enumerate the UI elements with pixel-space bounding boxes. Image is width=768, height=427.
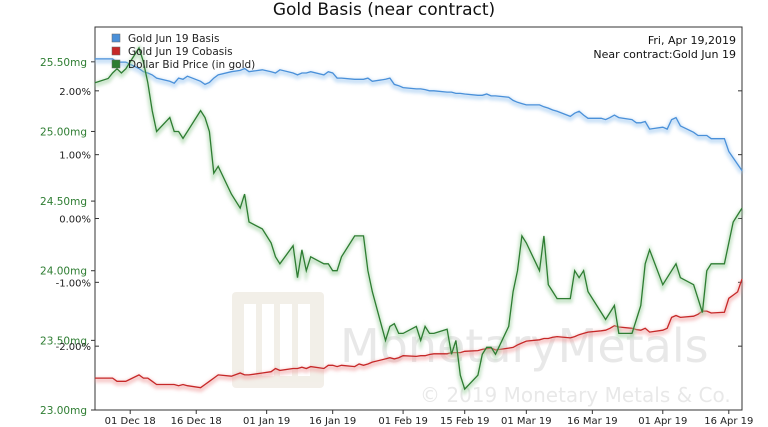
left-tick-label: 25.50mg	[40, 57, 87, 69]
series-line	[94, 46, 743, 391]
info-date: Fri, Apr 19,2019	[648, 34, 736, 47]
left-tick-label: 24.50mg	[40, 196, 87, 208]
x-tick-label: 15 Feb 19	[440, 416, 490, 427]
left-tick-label: 25.00mg	[40, 126, 87, 138]
chart-title: Gold Basis (near contract)	[272, 0, 496, 20]
watermark-logo-icon	[232, 292, 324, 388]
series-glow	[95, 58, 745, 175]
legend-swatch	[111, 59, 121, 69]
x-tick-label: 16 Apr 19	[704, 416, 753, 427]
percent-tick-label: 0.00%	[59, 215, 91, 226]
percent-tick-label: 2.00%	[59, 87, 91, 98]
x-axis: 01 Dec 18 16 Dec 18 01 Jan 19 16 Jan 19 01 F…	[105, 410, 753, 427]
x-tick-label: 16 Jan 19	[309, 416, 356, 427]
left-axis: 25.50mg 25.00mg 24.50mg 24.00mg 23.50mg 23.00…	[40, 57, 95, 417]
left-tick-label: 23.00mg	[40, 405, 87, 417]
series-line	[95, 278, 743, 389]
percent-tick-label: 1.00%	[59, 151, 91, 162]
percent-tick-label: -2.00%	[56, 342, 91, 353]
percent-tick-label: -1.00%	[56, 278, 91, 289]
x-tick-label: 16 Mar 19	[567, 416, 618, 427]
legend-swatch	[111, 46, 121, 56]
series-2	[94, 44, 745, 396]
left-tick-label: 23.50mg	[40, 335, 87, 347]
legend-label: Dollar Bid Price (in gold)	[128, 59, 255, 71]
series-line	[95, 58, 743, 171]
series-0	[95, 58, 745, 175]
x-tick-label: 01 Mar 19	[501, 416, 552, 427]
series-glow	[95, 280, 745, 393]
legend-swatch	[111, 33, 121, 43]
x-tick-label: 01 Jan 19	[243, 416, 290, 427]
x-tick-label: 16 Dec 18	[171, 416, 222, 427]
left-tick-label: 24.00mg	[40, 266, 87, 278]
x-tick-label: 01 Dec 18	[105, 416, 156, 427]
series-1	[95, 278, 745, 393]
info-contract: Near contract:Gold Jun 19	[593, 48, 736, 61]
x-tick-label: 01 Apr 19	[638, 416, 687, 427]
watermark: MonetaryMetals © 2019 Monetary Metals & …	[232, 292, 731, 407]
legend-label: Gold Jun 19 Cobasis	[128, 46, 233, 58]
legend-label: Gold Jun 19 Basis	[128, 33, 219, 45]
x-tick-label: 01 Feb 19	[378, 416, 428, 427]
series-layer	[94, 44, 745, 396]
